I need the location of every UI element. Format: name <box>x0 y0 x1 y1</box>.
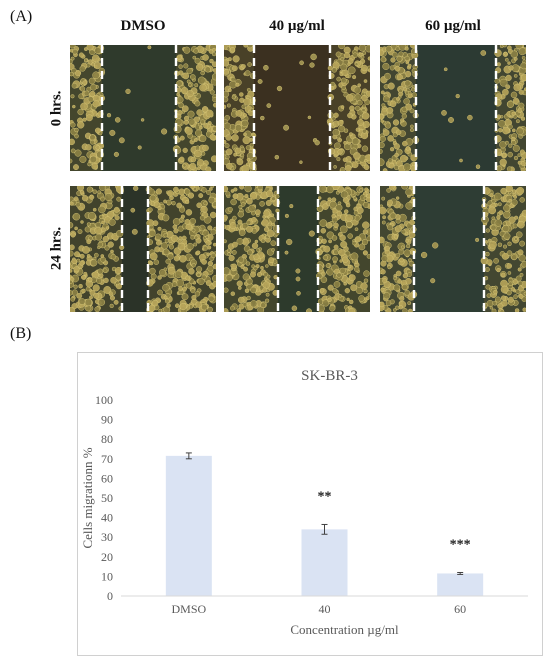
y-tick-label: 60 <box>101 471 113 485</box>
micrograph-dmso-24h <box>70 186 216 312</box>
micrograph-60-0h <box>380 45 526 171</box>
row-header-0hrs: 0 hrs. <box>48 90 65 127</box>
chart-title: SK-BR-3 <box>301 368 358 384</box>
panel-b-label: (B) <box>10 325 32 342</box>
y-tick-label: 30 <box>101 530 113 544</box>
error-bar <box>457 571 464 575</box>
x-tick-label: DMSO <box>171 602 206 616</box>
y-tick-label: 50 <box>101 491 113 505</box>
y-tick-label: 10 <box>101 569 113 583</box>
x-axis-title: Concentration µg/ml <box>290 622 399 637</box>
significance-label: ** <box>318 489 332 504</box>
x-tick-label: 40 <box>319 602 331 616</box>
micrograph-40-0h <box>224 45 370 171</box>
y-tick-label: 70 <box>101 452 113 466</box>
bar-chart: SK-BR-3 0 10 20 30 40 50 60 70 80 90 100 DMSO ** 40 ***… <box>80 368 528 637</box>
y-tick-label: 40 <box>101 511 113 525</box>
bar-40 <box>301 529 348 596</box>
y-tick-label: 20 <box>101 550 113 564</box>
y-tick-label: 100 <box>95 393 113 407</box>
chart-frame: SK-BR-3 0 10 20 30 40 50 60 70 80 90 100 DMSO ** 40 ***… <box>77 352 543 656</box>
column-header-40: 40 µg/ml <box>269 18 325 34</box>
column-header-60: 60 µg/ml <box>425 18 481 34</box>
error-bar <box>321 523 328 535</box>
y-axis-title: Cells migrationn % <box>80 447 95 548</box>
error-bar <box>185 452 192 460</box>
micrograph-dmso-0h <box>70 45 216 171</box>
bar-60 <box>437 573 484 596</box>
x-tick-label: 60 <box>454 602 466 616</box>
bar-dmso <box>165 455 212 596</box>
micrograph-60-24h <box>380 186 526 312</box>
column-header-dmso: DMSO <box>120 18 166 34</box>
significance-label: *** <box>450 537 471 552</box>
micrograph-40-24h <box>224 186 370 312</box>
panel-a-label: (A) <box>10 8 33 25</box>
y-tick-label: 80 <box>101 432 113 446</box>
y-tick-label: 0 <box>107 589 113 603</box>
y-tick-label: 90 <box>101 413 113 427</box>
row-header-24hrs: 24 hrs. <box>48 226 65 271</box>
